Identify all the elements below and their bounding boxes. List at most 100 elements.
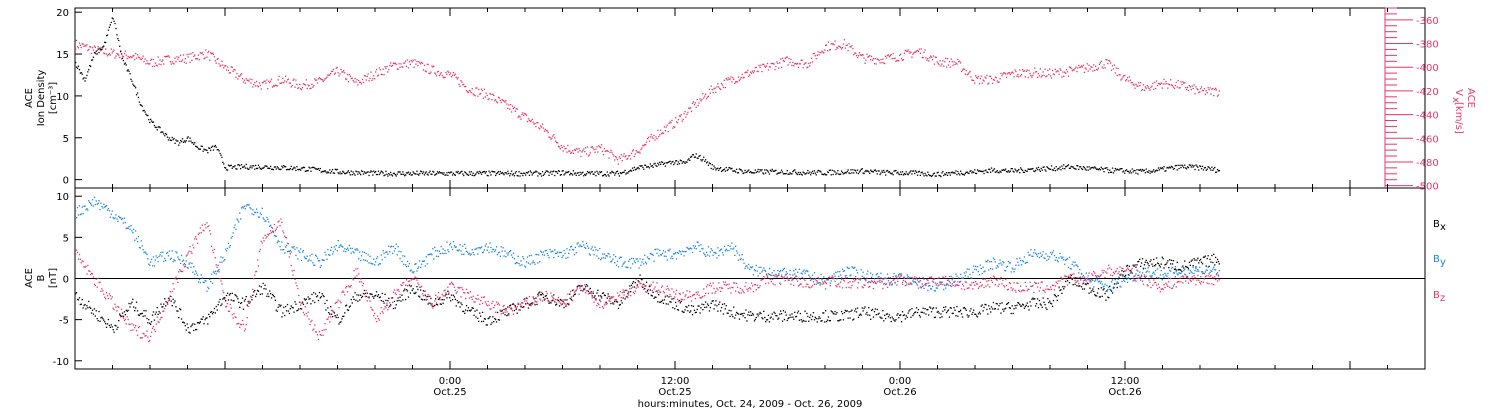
data-point	[426, 63, 428, 65]
data-point	[1083, 71, 1086, 73]
data-point	[167, 255, 170, 257]
data-point	[779, 172, 781, 174]
data-point	[976, 169, 979, 171]
data-point	[1018, 168, 1020, 171]
data-point	[759, 311, 761, 314]
data-point	[552, 250, 554, 252]
data-point	[793, 318, 795, 320]
data-point	[1012, 268, 1014, 270]
data-point	[650, 294, 652, 296]
data-point	[1016, 304, 1018, 306]
data-point	[892, 279, 894, 281]
data-point	[294, 86, 296, 88]
data-point	[368, 80, 370, 82]
data-point	[728, 309, 730, 312]
data-point	[536, 253, 538, 256]
data-point	[695, 311, 697, 313]
data-point	[437, 172, 440, 174]
data-point	[323, 295, 325, 298]
data-point	[779, 271, 781, 273]
data-point	[532, 260, 534, 262]
data-point	[680, 114, 682, 116]
data-point	[810, 278, 813, 281]
data-point	[895, 169, 897, 172]
data-point	[229, 165, 231, 167]
data-point	[608, 157, 610, 159]
data-point	[335, 67, 337, 69]
data-point	[728, 78, 730, 81]
data-point	[870, 169, 872, 171]
data-point	[872, 58, 875, 60]
data-point	[260, 88, 262, 90]
data-point	[315, 79, 318, 81]
data-point	[729, 167, 731, 169]
data-point	[1175, 81, 1177, 84]
data-point	[244, 82, 246, 84]
data-point	[669, 121, 671, 123]
data-point	[360, 255, 363, 257]
data-point	[420, 63, 422, 65]
data-point	[361, 78, 364, 81]
data-point	[490, 323, 492, 326]
data-point	[641, 279, 643, 281]
data-point	[690, 247, 692, 249]
data-point	[997, 81, 999, 84]
data-point	[411, 61, 413, 63]
data-point	[783, 173, 786, 175]
data-point	[1010, 312, 1012, 315]
data-point	[321, 170, 323, 173]
data-point	[1215, 256, 1217, 259]
data-point	[1097, 67, 1100, 69]
data-point	[355, 170, 357, 172]
data-point	[103, 203, 105, 205]
data-point	[501, 309, 503, 311]
data-point	[814, 172, 816, 174]
data-point	[495, 249, 497, 251]
data-point	[806, 172, 808, 174]
data-point	[188, 53, 190, 55]
data-point	[778, 172, 780, 174]
data-point	[239, 212, 241, 214]
data-point	[1059, 68, 1061, 70]
data-point	[398, 63, 400, 65]
data-point	[154, 313, 156, 315]
data-point	[943, 306, 945, 309]
data-point	[645, 285, 647, 287]
data-point	[796, 173, 799, 176]
data-point	[493, 249, 495, 251]
data-point	[966, 314, 968, 316]
data-point	[420, 61, 423, 64]
data-point	[488, 170, 490, 172]
data-point	[1064, 286, 1066, 288]
data-point	[461, 81, 463, 83]
data-point	[1047, 298, 1049, 300]
data-point	[677, 252, 680, 255]
data-point	[260, 213, 262, 216]
data-point	[262, 167, 264, 169]
data-point	[85, 45, 87, 47]
data-point	[514, 262, 516, 265]
data-point	[841, 171, 844, 174]
data-point	[712, 254, 714, 256]
data-point	[809, 276, 811, 278]
data-point	[864, 171, 866, 173]
data-point	[403, 290, 405, 292]
data-point	[120, 58, 123, 60]
data-point	[738, 79, 741, 82]
data-point	[210, 53, 213, 55]
data-point	[480, 247, 482, 249]
data-point	[990, 261, 993, 263]
data-point	[858, 314, 861, 316]
data-point	[441, 298, 443, 301]
data-point	[803, 172, 805, 174]
data-point	[566, 171, 568, 174]
data-point	[140, 313, 142, 315]
data-point	[290, 86, 292, 88]
data-point	[410, 285, 412, 287]
data-point	[1081, 276, 1084, 278]
data-point	[103, 52, 105, 54]
data-point	[478, 172, 480, 175]
data-point	[892, 52, 894, 55]
data-point	[645, 164, 647, 166]
data-point	[134, 239, 136, 241]
